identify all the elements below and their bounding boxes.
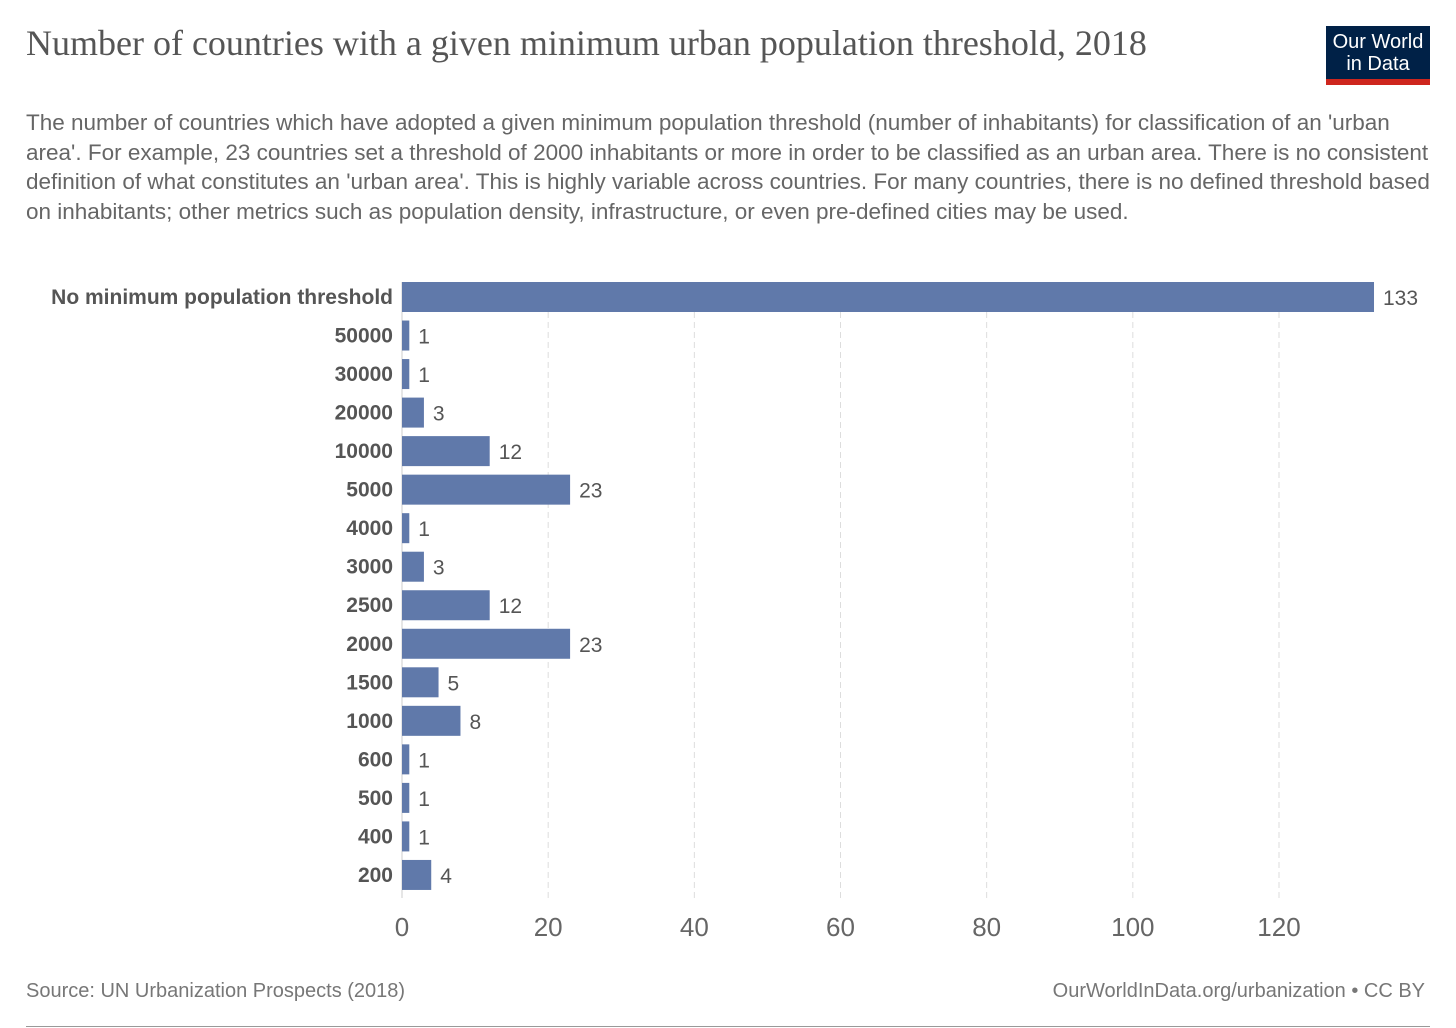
bar [402,782,410,813]
x-tick-label: 20 [534,912,563,942]
category-label: 1500 [346,671,393,694]
category-label: 30000 [335,363,393,386]
bar [402,436,490,467]
x-tick-label: 100 [1111,912,1154,942]
bottom-rule [26,1026,1430,1027]
value-label: 12 [499,595,522,618]
value-label: 12 [499,441,522,464]
x-tick-label: 0 [395,912,409,942]
value-label: 3 [433,403,445,426]
logo-accent-bar [1326,79,1430,85]
x-tick-label: 120 [1257,912,1300,942]
value-label: 1 [418,518,430,541]
category-label: 2500 [346,594,393,617]
x-tick-label: 40 [680,912,709,942]
value-label: 8 [469,711,481,734]
bar [402,551,424,582]
bar [402,282,1375,312]
value-label: 4 [440,865,452,888]
bar [402,859,432,890]
bar [402,744,410,775]
category-label: 10000 [335,440,393,463]
x-tick-label: 80 [972,912,1001,942]
x-tick-label: 60 [826,912,855,942]
category-label: 1000 [346,710,393,733]
value-label: 1 [418,788,430,811]
bar [402,628,571,659]
logo-line1: Our World [1332,31,1424,53]
value-label: 1 [418,749,430,772]
bar [402,667,439,698]
bar [402,359,410,390]
bar [402,590,490,621]
value-label: 1 [418,364,430,387]
category-label: 20000 [335,402,393,425]
value-label: 23 [579,480,602,503]
category-label: No minimum population threshold [51,286,393,309]
logo-line2: in Data [1346,53,1410,75]
bar [402,513,410,544]
category-label: 500 [358,787,393,810]
category-label: 5000 [346,479,393,502]
bar [402,821,410,852]
value-label: 23 [579,634,602,657]
category-label: 50000 [335,325,393,348]
value-label: 5 [448,672,460,695]
bar [402,705,461,736]
category-label: 200 [358,864,393,887]
category-label: 4000 [346,517,393,540]
value-label: 133 [1383,287,1418,310]
category-label: 3000 [346,556,393,579]
chart-title: Number of countries with a given minimum… [26,23,1147,63]
chart-subtitle: The number of countries which have adopt… [26,110,1430,224]
source-note: Source: UN Urbanization Prospects (2018) [26,980,406,1002]
bar [402,320,410,351]
category-label: 600 [358,748,393,771]
category-label: 400 [358,825,393,848]
bar [402,397,424,428]
value-label: 3 [433,557,445,580]
value-label: 1 [418,326,430,349]
category-label: 2000 [346,633,393,656]
owid-logo[interactable]: Our World in Data [1326,26,1430,85]
credit-link[interactable]: OurWorldInData.org/urbanization • CC BY [1052,980,1425,1002]
bar [402,474,571,505]
bar-chart: 0 20 40 60 80 100 120 No minimum population thr… [51,282,1418,942]
value-label: 1 [418,826,430,849]
